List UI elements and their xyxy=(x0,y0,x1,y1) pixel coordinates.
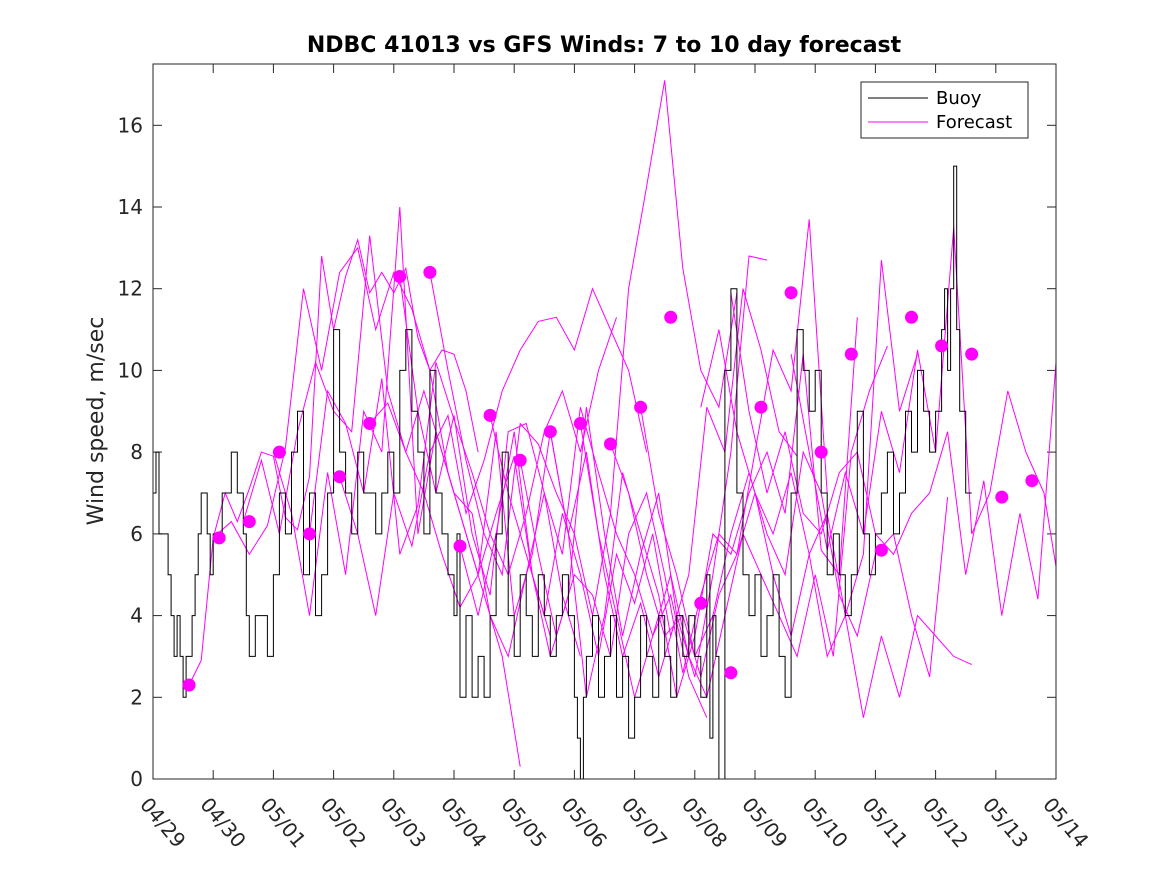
y-tick-label: 4 xyxy=(130,604,143,628)
x-tick-label: 05/13 xyxy=(978,793,1033,853)
forecast-series-line xyxy=(519,219,828,673)
forecast-marker xyxy=(573,417,587,430)
forecast-marker xyxy=(333,470,347,484)
y-tick-label: 0 xyxy=(130,767,143,791)
x-tick-label: 04/29 xyxy=(135,793,190,853)
forecast-series-line xyxy=(640,407,949,678)
forecast-marker xyxy=(664,310,678,324)
plot-frame xyxy=(152,63,1057,780)
x-tick-label: 05/12 xyxy=(918,793,973,853)
forecast-marker xyxy=(393,270,407,283)
forecast-series-line xyxy=(700,329,972,718)
forecast-series-line xyxy=(489,288,798,657)
legend-box xyxy=(860,81,1029,139)
x-tick-label: 04/30 xyxy=(195,793,250,853)
forecast-series-line xyxy=(610,260,918,678)
series-layer xyxy=(153,80,1057,780)
forecast-marker xyxy=(483,408,497,422)
forecast-marker xyxy=(634,400,648,414)
y-tick-label: 16 xyxy=(118,113,143,137)
forecast-marker xyxy=(604,437,617,451)
chart-title: NDBC 41013 vs GFS Winds: 7 to 10 day for… xyxy=(307,33,902,58)
forecast-series-line xyxy=(790,227,1057,567)
forecast-series-line xyxy=(730,292,1057,616)
x-tick-label: 05/03 xyxy=(376,793,431,853)
y-tick-label: 8 xyxy=(130,440,143,464)
forecast-marker xyxy=(965,347,979,361)
legend-forecast-label: Forecast xyxy=(936,112,1012,133)
x-tick-label: 05/11 xyxy=(858,793,913,853)
x-tick-label: 05/10 xyxy=(797,793,852,853)
forecast-marker xyxy=(272,445,286,459)
forecast-marker xyxy=(874,543,888,557)
forecast-marker xyxy=(935,339,949,353)
y-tick-label: 10 xyxy=(118,358,143,382)
forecast-marker xyxy=(754,400,768,414)
forecast-marker xyxy=(363,417,377,430)
x-tick-label: 05/07 xyxy=(617,793,672,853)
forecast-marker xyxy=(784,286,798,300)
forecast-marker xyxy=(905,310,918,324)
forecast-series-line xyxy=(429,80,738,616)
forecast-marker xyxy=(423,265,437,279)
forecast-marker xyxy=(453,539,467,553)
forecast-marker xyxy=(844,347,858,361)
forecast-marker xyxy=(303,527,316,541)
forecast-series-line xyxy=(459,255,768,678)
x-tick-label: 05/06 xyxy=(557,793,612,853)
forecast-marker xyxy=(212,531,226,545)
buoy-series-line xyxy=(153,165,972,780)
x-tick-label: 05/08 xyxy=(677,793,732,853)
y-tick-label: 12 xyxy=(118,277,143,301)
x-tick-label: 05/05 xyxy=(496,793,551,853)
y-axis-label: Wind speed, m/sec xyxy=(84,317,109,526)
forecast-series-line xyxy=(369,389,678,679)
y-tick-label: 14 xyxy=(118,195,143,219)
x-tick-label: 05/04 xyxy=(436,793,491,853)
x-tick-label: 05/01 xyxy=(256,793,311,853)
forecast-marker xyxy=(182,678,196,692)
forecast-marker xyxy=(543,425,557,439)
y-tick-label: 2 xyxy=(130,685,143,709)
y-tick-label: 6 xyxy=(130,522,143,546)
forecast-series-line xyxy=(579,345,888,699)
forecast-marker xyxy=(513,453,527,467)
forecast-series-line xyxy=(339,287,648,616)
forecast-series-line xyxy=(399,276,708,718)
x-tick-label: 05/09 xyxy=(737,793,792,853)
forecast-series-line xyxy=(549,317,858,698)
x-tick-label: 05/02 xyxy=(316,793,371,853)
forecast-marker xyxy=(1025,474,1039,488)
legend: Buoy Forecast xyxy=(860,81,1029,139)
forecast-marker xyxy=(694,596,708,610)
forecast-marker xyxy=(995,490,1009,504)
forecast-marker xyxy=(724,666,738,680)
legend-buoy-label: Buoy xyxy=(936,88,982,109)
forecast-marker xyxy=(242,515,256,529)
forecast-series-line xyxy=(212,246,521,767)
forecast-series-line xyxy=(272,206,581,658)
x-tick-label: 05/14 xyxy=(1038,793,1093,853)
forecast-series-line xyxy=(242,235,551,637)
forecast-marker xyxy=(814,445,828,459)
